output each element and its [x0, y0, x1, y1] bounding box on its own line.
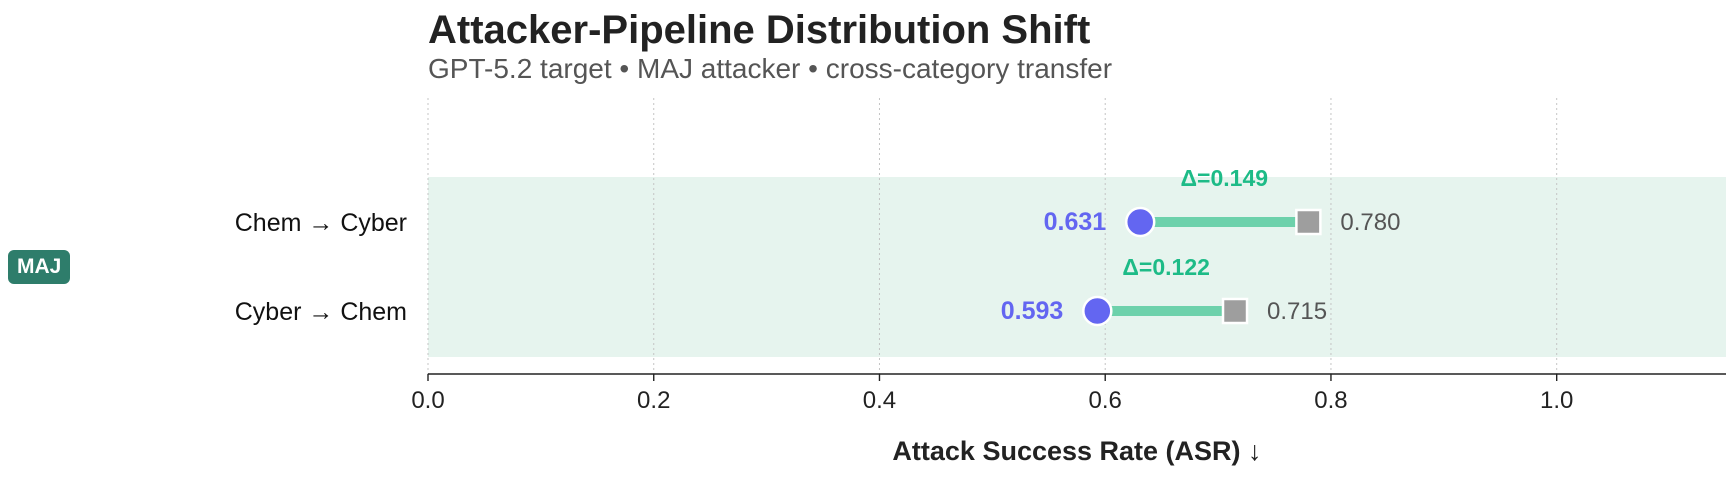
delta-label-0: Δ=0.149 — [1181, 165, 1269, 191]
x-tick-label-0: 0.0 — [411, 387, 444, 414]
x-tick-label-1: 0.2 — [637, 387, 670, 414]
x-axis-label: Attack Success Rate (ASR) ↓ — [892, 436, 1261, 466]
square-marker-1 — [1221, 297, 1249, 325]
x-tick-label-5: 1.0 — [1540, 387, 1573, 414]
row-label-1: Cyber → Chem — [235, 298, 407, 326]
circle-value-label-0: 0.631 — [1044, 208, 1107, 236]
square-value-label-1: 0.715 — [1267, 298, 1327, 325]
circle-marker-1 — [1082, 295, 1113, 327]
square-value-label-0: 0.780 — [1340, 209, 1400, 236]
x-tick-label-2: 0.4 — [863, 387, 896, 414]
group-badge: MAJ — [8, 250, 71, 284]
circle-value-label-1: 0.593 — [1001, 297, 1064, 325]
delta-label-1: Δ=0.122 — [1122, 254, 1210, 280]
circle-marker-0 — [1124, 206, 1156, 238]
x-tick-label-3: 0.6 — [1089, 387, 1122, 414]
chart-subtitle: GPT-5.2 target • MAJ attacker • cross-ca… — [428, 53, 1113, 84]
x-tick-label-4: 0.8 — [1314, 387, 1347, 414]
row-label-0: Chem → Cyber — [235, 209, 407, 237]
square-marker-0 — [1295, 208, 1322, 236]
chart-title: Attacker-Pipeline Distribution Shift — [428, 8, 1091, 52]
highlight-band — [428, 177, 1726, 357]
